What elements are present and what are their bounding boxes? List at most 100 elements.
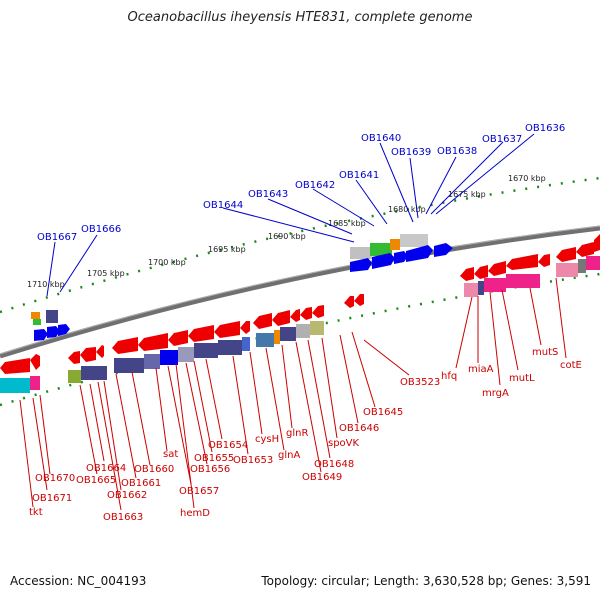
scale-label: 1680 kbp [388,205,426,214]
gene-label[interactable]: OB1639 [391,147,431,158]
gene-label[interactable]: cysH [255,434,279,445]
scale-label: 1695 kbp [208,245,246,254]
gene-box [256,333,274,347]
gene-label[interactable]: mutL [509,373,535,384]
gene-label[interactable]: OB1643 [248,189,288,200]
gene-box [68,370,81,383]
gene-label[interactable]: OB1646 [339,423,379,434]
gene-arrow [406,245,433,262]
gene-label[interactable]: OB1641 [339,170,379,181]
gene-label[interactable]: OB1660 [134,464,174,475]
gene-arrow [354,294,364,306]
scale-label: 1710 kbp [27,280,65,289]
gene-label[interactable]: spoVK [328,438,360,449]
gene-arrow [344,296,354,308]
gene-arrow [350,258,372,272]
gene-box [178,347,194,362]
gene-box [506,274,540,288]
gene-box [242,337,250,351]
gene-label[interactable]: OB1644 [203,200,243,211]
gene-label[interactable]: OB1661 [121,478,161,489]
gene-label[interactable]: glnA [278,450,300,461]
gene-label[interactable]: OB1640 [361,133,401,144]
gene-label[interactable]: tkt [29,507,43,518]
gene-label[interactable]: OB1642 [295,180,335,191]
gene-label[interactable]: OB1671 [32,493,72,504]
gene-arrow [594,234,600,252]
gene-arrow [58,324,70,336]
gene-box [194,343,218,358]
gene-box [586,256,600,270]
gene-label[interactable]: mutS [532,347,558,358]
gene-label[interactable]: OB1665 [76,475,116,486]
gene-box [390,239,400,250]
gene-label[interactable]: sat [163,449,178,460]
topology-label: Topology: circular; Length: 3,630,528 bp… [261,574,591,588]
gene-arrow [253,313,272,329]
gene-label[interactable]: OB1649 [302,472,342,483]
gene-arrow [312,305,324,318]
scale-track-upper [0,176,600,314]
gene-arrow [372,253,395,269]
gene-label[interactable]: cotE [560,360,582,371]
scale-label: 1690 kbp [268,232,306,241]
gene-box [578,259,586,273]
gene-box [310,321,324,335]
gene-label[interactable]: OB1667 [37,232,77,243]
gene-label[interactable]: hemD [180,508,210,519]
gene-arrow [112,337,138,354]
gene-label[interactable]: OB1648 [314,459,354,470]
gene-label[interactable]: OB1666 [81,224,121,235]
reverse-gene-cluster [0,234,600,393]
scale-label: 1675 kbp [448,190,486,199]
gene-arrow [272,310,290,326]
gene-label[interactable]: OB1662 [107,490,147,501]
gene-arrow [68,351,80,364]
gene-arrow [47,326,60,338]
bottom-gene-labels: tkt OB1671 OB1670 OB1665 OB1664 OB1663 O… [29,347,582,523]
gene-label[interactable]: OB1664 [86,463,126,474]
gene-box [144,354,160,369]
gene-label[interactable]: miaA [468,364,494,375]
gene-box [33,319,41,325]
gene-arrow [80,347,96,362]
gene-box [556,263,578,277]
gene-box [31,312,40,319]
gene-label[interactable]: OB1636 [525,123,565,134]
gene-arrow [168,330,188,346]
scale-label: 1705 kbp [87,269,125,278]
gene-label[interactable]: mrgA [482,388,509,399]
gene-label[interactable]: OB1663 [103,512,143,523]
gene-arrow [214,321,240,338]
gene-box [0,378,30,393]
gene-label[interactable]: OB3523 [400,377,440,388]
gene-label[interactable]: OB1670 [35,473,75,484]
bottom-label-connectors [19,277,567,511]
gene-label[interactable]: OB1656 [190,464,230,475]
gene-arrow [290,309,300,322]
gene-label[interactable]: glnR [286,428,308,439]
gene-arrow [0,358,30,374]
gene-label[interactable]: OB1657 [179,486,219,497]
gene-box [218,340,242,355]
genome-backbone [0,225,600,359]
gene-label[interactable]: OB1637 [482,134,522,145]
forward-gene-cluster [31,234,453,341]
gene-box [114,358,144,373]
gene-label[interactable]: OB1645 [363,407,403,418]
gene-label[interactable]: OB1638 [437,146,477,157]
genome-backbone-highlight [0,225,600,355]
gene-label[interactable]: OB1655 [194,453,234,464]
scale-label: 1670 kbp [508,174,546,183]
gene-arrow [138,333,168,351]
gene-arrow [488,261,506,276]
gene-box [280,327,296,341]
gene-label[interactable]: OB1654 [208,440,248,451]
gene-box [464,283,478,297]
gene-label[interactable]: OB1653 [233,455,273,466]
gene-arrow [474,265,488,279]
gene-label[interactable]: hfq [441,371,457,382]
gene-box [30,376,40,390]
